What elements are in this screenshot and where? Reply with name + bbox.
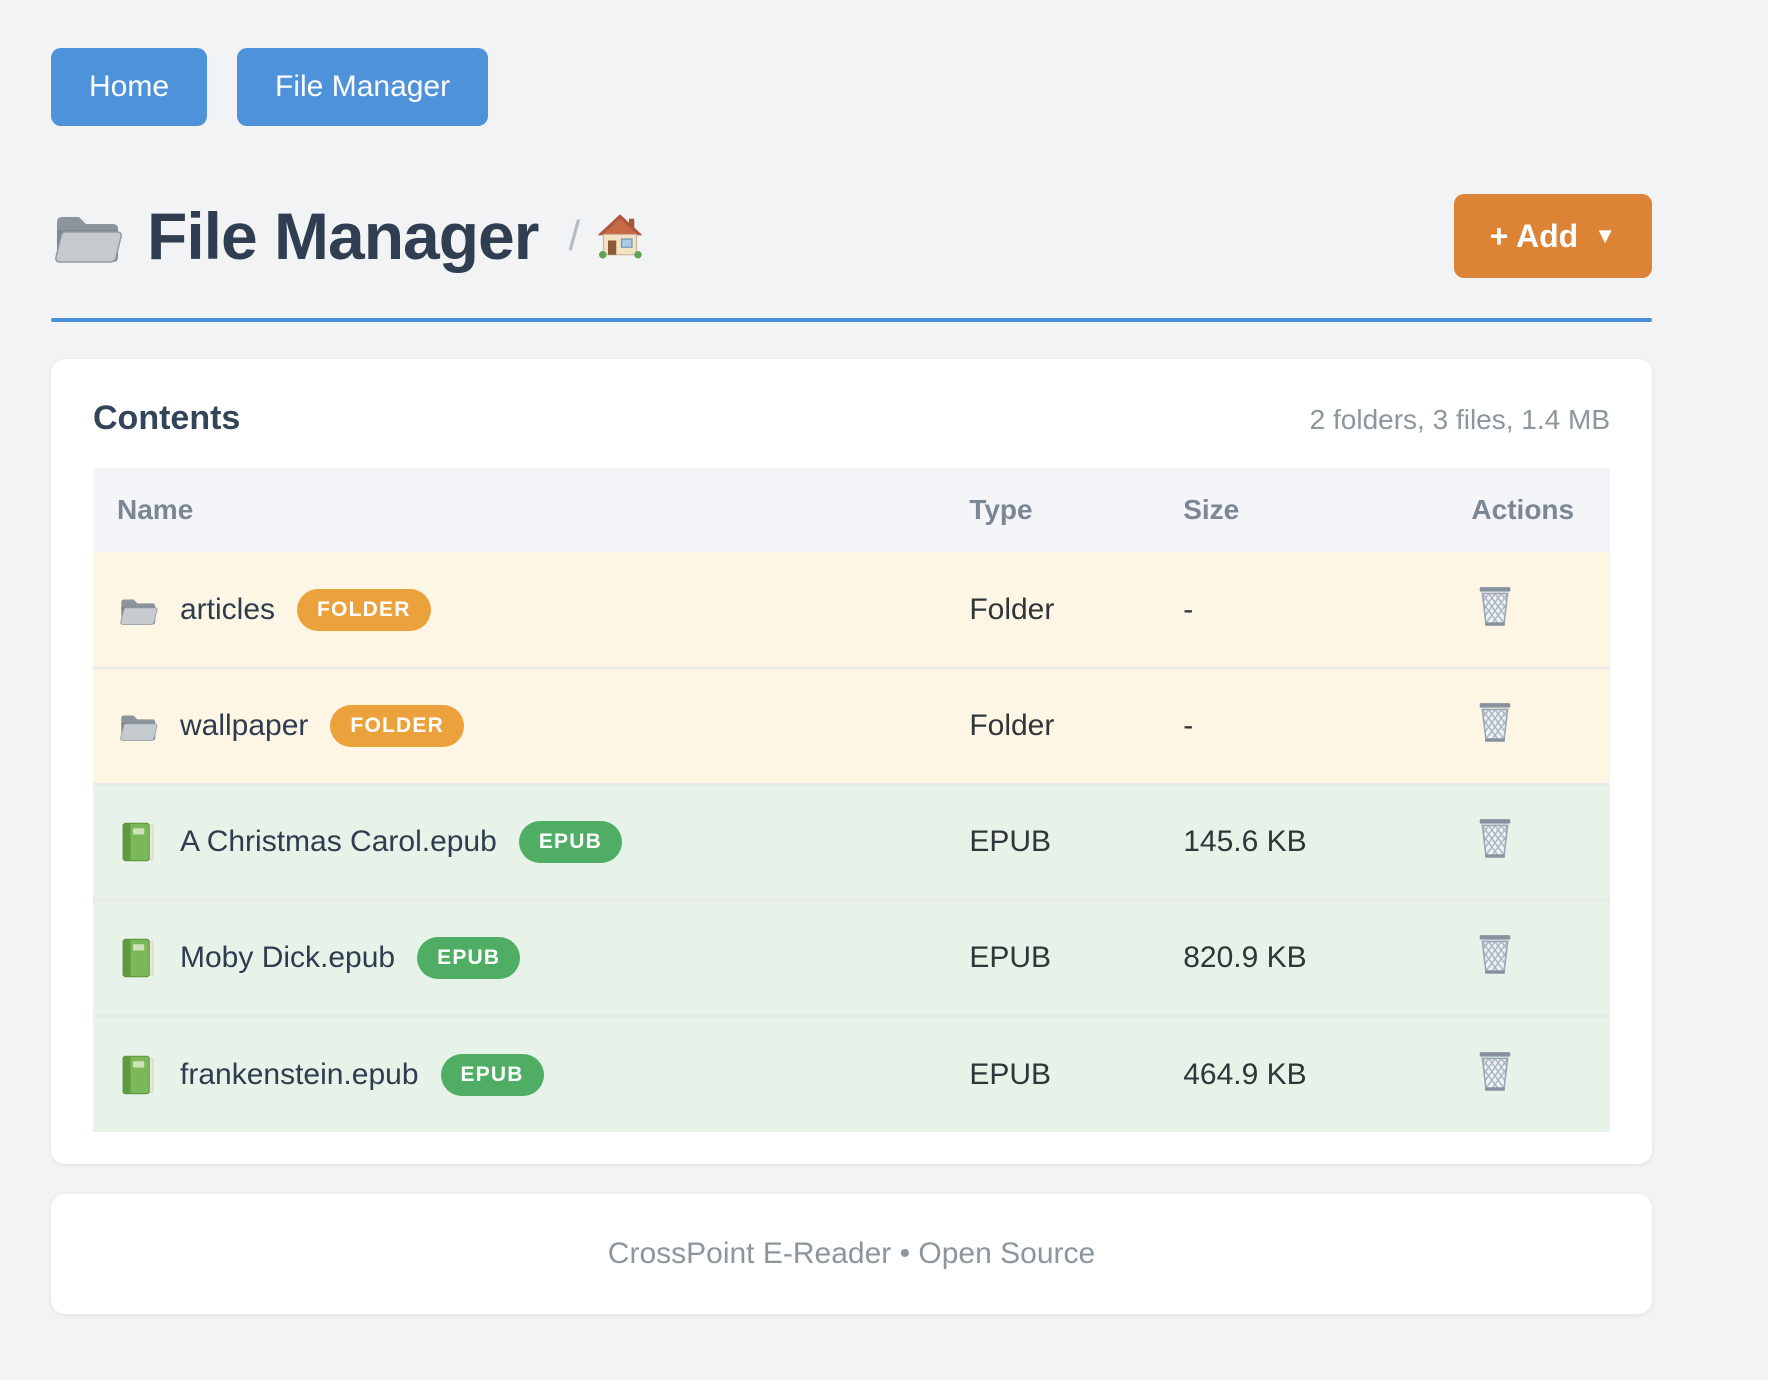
top-nav: Home File Manager <box>51 48 1652 126</box>
file-type: EPUB <box>968 783 1183 900</box>
trash-icon <box>1480 935 1511 974</box>
file-type: Folder <box>968 552 1183 668</box>
page: Home File Manager File Manager / <box>51 48 1652 1314</box>
file-type: EPUB <box>968 899 1183 1016</box>
file-type: EPUB <box>968 1015 1183 1132</box>
type-badge: FOLDER <box>297 588 431 631</box>
chevron-down-icon: ▼ <box>1594 223 1616 248</box>
breadcrumb: / <box>568 212 644 260</box>
delete-button[interactable] <box>1477 1050 1513 1092</box>
folder-icon <box>120 715 158 741</box>
table-header-row: Name Type Size Actions <box>93 468 1610 552</box>
green-book-icon <box>122 822 154 862</box>
footer-text: CrossPoint E-Reader • Open Source <box>607 1237 1096 1270</box>
contents-card: Contents 2 folders, 3 files, 1.4 MB Name… <box>51 359 1652 1164</box>
file-size: 145.6 KB <box>1182 783 1471 900</box>
house-icon[interactable] <box>596 212 644 260</box>
trash-icon <box>1480 1051 1511 1091</box>
title-group: File Manager / <box>51 198 644 274</box>
table-row[interactable]: Moby Dick.epub EPUB EPUB 820.9 KB <box>93 899 1610 1016</box>
accent-divider <box>51 318 1652 322</box>
page-title: File Manager <box>147 199 539 273</box>
breadcrumb-separator: / <box>568 212 581 259</box>
type-badge: EPUB <box>440 1053 544 1096</box>
contents-card-header: Contents 2 folders, 3 files, 1.4 MB <box>93 399 1610 438</box>
file-size: 820.9 KB <box>1182 899 1471 1016</box>
open-folder-icon <box>55 217 122 263</box>
table-row[interactable]: frankenstein.epub EPUB EPUB 464.9 KB <box>93 1015 1610 1132</box>
type-badge: FOLDER <box>330 705 464 747</box>
column-header-actions: Actions <box>1470 468 1610 552</box>
file-name: A Christmas Carol.epub <box>180 825 497 858</box>
trash-icon <box>1480 586 1511 626</box>
name-cell[interactable]: A Christmas Carol.epub EPUB <box>94 821 967 863</box>
trash-icon <box>1480 819 1511 858</box>
delete-button[interactable] <box>1477 585 1513 627</box>
file-size: - <box>1182 552 1471 668</box>
name-cell[interactable]: frankenstein.epub EPUB <box>94 1053 967 1096</box>
type-badge: EPUB <box>518 821 622 863</box>
delete-button[interactable] <box>1477 933 1513 975</box>
file-size: 464.9 KB <box>1182 1015 1471 1132</box>
contents-title: Contents <box>93 399 241 437</box>
table-row[interactable]: articles FOLDER Folder - <box>93 552 1610 668</box>
green-book-icon <box>122 938 154 978</box>
add-button[interactable]: + Add ▼ <box>1453 194 1652 278</box>
file-table: Name Type Size Actions <box>93 468 1610 1132</box>
name-cell[interactable]: wallpaper FOLDER <box>94 705 967 747</box>
page-header: File Manager / + Add ▼ <box>51 188 1652 284</box>
file-type: Folder <box>968 667 1183 784</box>
type-badge: EPUB <box>417 937 521 979</box>
column-header-name: Name <box>93 468 969 552</box>
file-name: frankenstein.epub <box>180 1057 419 1091</box>
name-cell[interactable]: Moby Dick.epub EPUB <box>94 937 967 979</box>
trash-icon <box>1480 703 1511 742</box>
contents-summary: 2 folders, 3 files, 1.4 MB <box>1309 404 1610 435</box>
add-button-label: + Add <box>1489 217 1579 254</box>
column-header-size: Size <box>1182 468 1471 552</box>
nav-file-manager-button[interactable]: File Manager <box>237 48 489 126</box>
nav-home-button[interactable]: Home <box>51 48 208 126</box>
column-header-type: Type <box>968 468 1183 552</box>
footer: CrossPoint E-Reader • Open Source <box>51 1194 1652 1314</box>
delete-button[interactable] <box>1477 817 1513 859</box>
folder-icon <box>120 598 158 625</box>
file-name: articles <box>180 592 276 626</box>
name-cell[interactable]: articles FOLDER <box>94 588 967 631</box>
file-name: Moby Dick.epub <box>180 941 396 974</box>
table-row[interactable]: wallpaper FOLDER Folder - <box>93 667 1610 784</box>
file-size: - <box>1182 667 1471 784</box>
file-name: wallpaper <box>180 709 309 742</box>
delete-button[interactable] <box>1477 701 1513 743</box>
table-row[interactable]: A Christmas Carol.epub EPUB EPUB 145.6 K… <box>93 783 1610 900</box>
green-book-icon <box>122 1055 154 1094</box>
